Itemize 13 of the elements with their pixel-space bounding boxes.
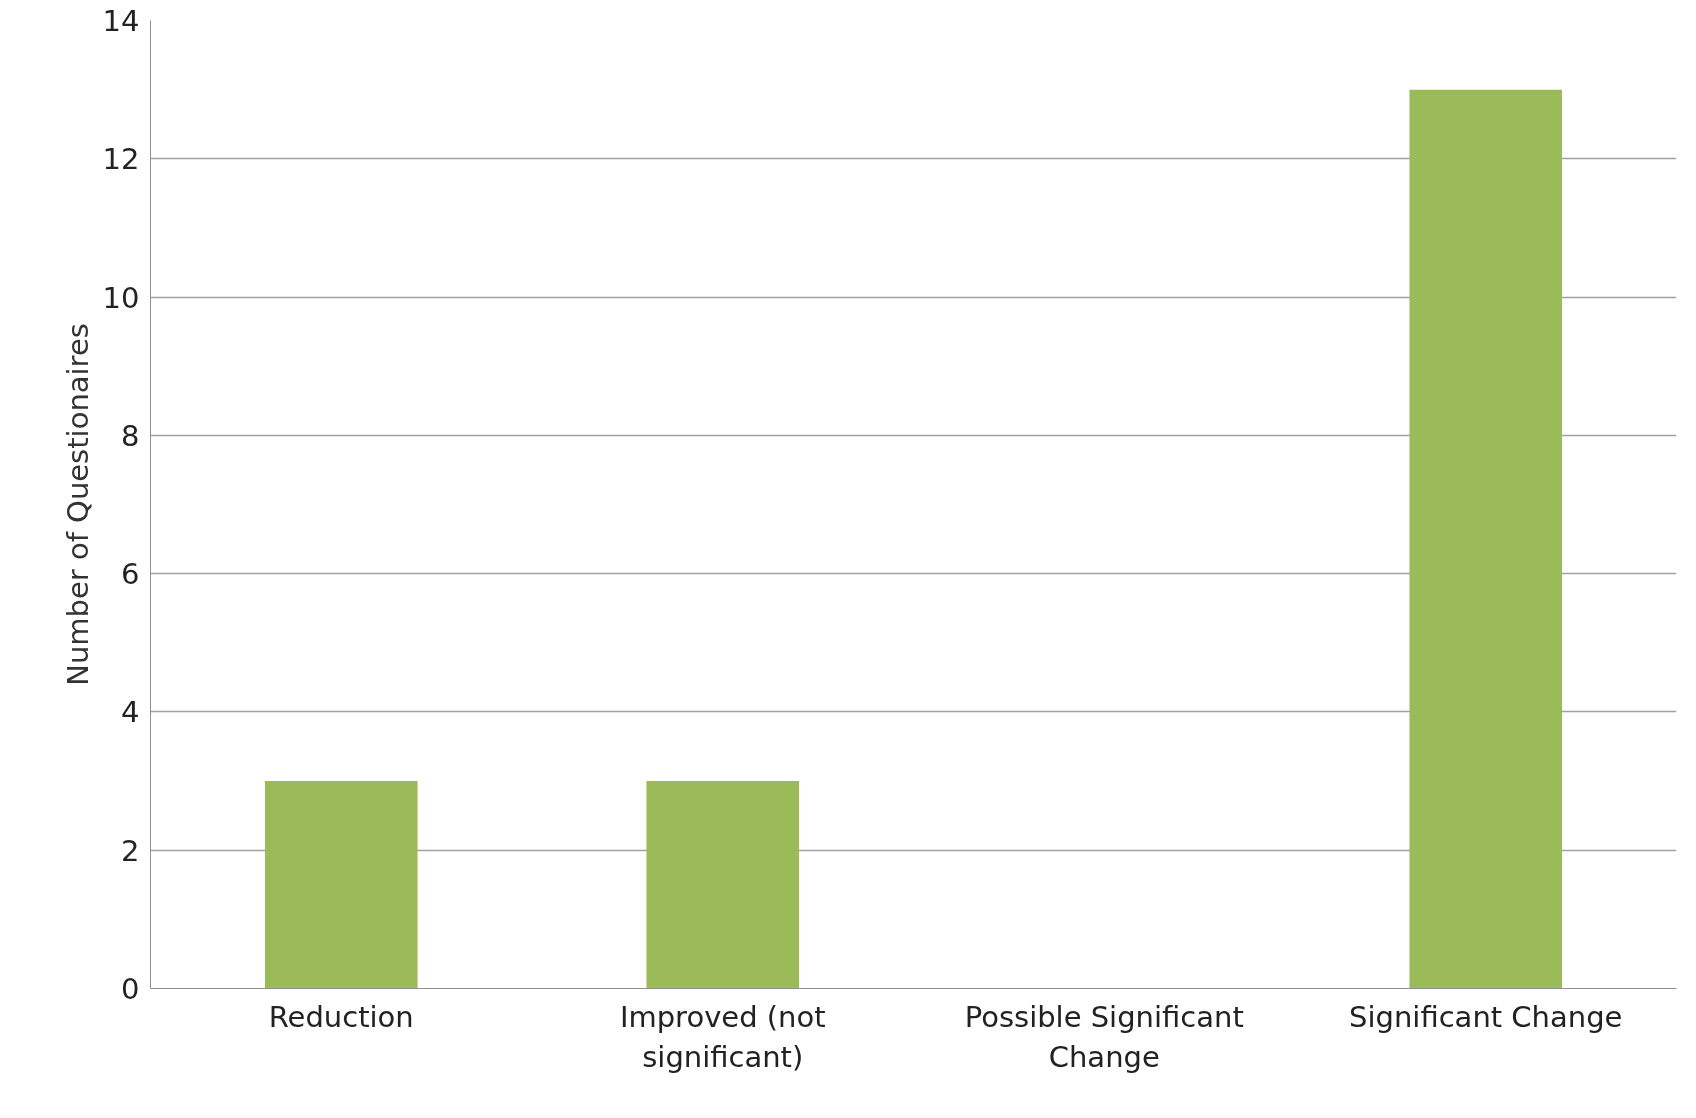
y-tick-label: 10 [102, 280, 140, 315]
y-tick-label: 8 [121, 418, 140, 453]
x-tick-label: Improved (not significant) [619, 999, 826, 1075]
y-tick-label: 14 [102, 4, 140, 38]
x-tick-label: Reduction [268, 999, 414, 1034]
y-tick-label: 12 [102, 142, 140, 177]
y-tick-label: 2 [121, 833, 140, 868]
y-axis-title: Number of Questionaires [60, 323, 95, 686]
y-tick-label: 4 [121, 695, 140, 730]
y-tick-label: 0 [121, 972, 140, 1006]
y-tick-label: 6 [121, 557, 140, 592]
x-tick-label: Possible Significant Change [964, 999, 1244, 1075]
x-tick-label: Significant Change [1349, 999, 1623, 1034]
